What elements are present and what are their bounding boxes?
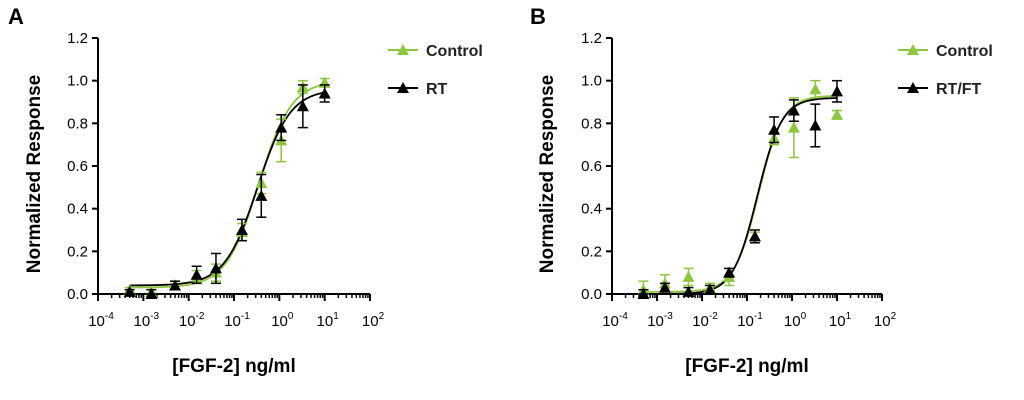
x-tick-label: 10-1 <box>224 311 250 330</box>
panel-letter-a: A <box>8 4 24 29</box>
data-point-series-1 <box>748 230 761 242</box>
x-tick-label: 10-4 <box>88 311 114 330</box>
y-tick-label: 1.2 <box>581 30 602 47</box>
data-point-series-1 <box>768 123 781 135</box>
x-tick-label: 10-3 <box>134 311 160 330</box>
legend-label: Control <box>426 43 483 60</box>
data-point-series-1 <box>169 279 182 291</box>
data-point-series-1 <box>255 189 268 201</box>
data-point-series-1 <box>723 266 736 278</box>
y-tick-label: 0.8 <box>67 115 88 132</box>
data-point-series-1 <box>658 281 671 293</box>
data-point-series-1 <box>145 288 158 299</box>
data-point-series-1 <box>703 283 716 295</box>
legend-label: RT/FT <box>936 81 982 98</box>
fit-curve-series-1 <box>643 97 838 295</box>
y-tick-label: 0.6 <box>67 158 88 175</box>
legend-marker <box>907 82 919 93</box>
y-tick-label: 1.2 <box>67 30 88 47</box>
legend-label: RT <box>426 81 448 98</box>
data-point-series-1 <box>235 224 248 235</box>
data-point-series-0 <box>831 108 843 120</box>
y-tick-label: 0.0 <box>67 286 88 303</box>
y-tick-label: 0.4 <box>67 201 88 218</box>
data-point-series-1 <box>123 285 136 297</box>
x-tick-label: 102 <box>874 311 897 330</box>
data-point-series-1 <box>318 87 331 99</box>
legend-label: Control <box>936 43 993 60</box>
x-tick-label: 102 <box>362 311 385 330</box>
x-tick-label: 10-3 <box>647 311 673 330</box>
y-tick-label: 0.4 <box>581 201 602 218</box>
y-tick-label: 1.0 <box>581 73 602 90</box>
chart-panel-b: B 0.0 0.2 0.4 0.6 0.8 1.0 1.2 10-4 10-3 10-2 10-1 1… <box>530 4 993 377</box>
fit-curve-series-1 <box>129 91 325 287</box>
y-axis-title: Normalized Response <box>24 75 45 274</box>
fit-curve-series-0 <box>129 83 325 289</box>
x-tick-label: 10-4 <box>602 311 628 330</box>
y-tick-label: 1.0 <box>67 73 88 90</box>
y-tick-label: 0.6 <box>581 158 602 175</box>
data-point-series-1 <box>296 100 309 112</box>
chart-panel-a: A 0.0 0.2 0.4 0.6 0.8 1.0 1.2 10-4 10-3 10-2 10-1 1… <box>8 4 483 377</box>
y-tick-label: 0.8 <box>581 115 602 132</box>
y-tick-label: 0.2 <box>67 243 88 260</box>
x-tick-label: 10-2 <box>692 311 718 330</box>
x-tick-label: 101 <box>317 311 340 330</box>
legend-marker <box>397 44 409 55</box>
legend-marker <box>397 82 409 93</box>
x-tick-label: 101 <box>829 311 852 330</box>
data-point-series-1 <box>831 85 843 97</box>
y-tick-label: 0.2 <box>581 243 602 260</box>
legend-marker <box>907 44 919 55</box>
data-point-series-1 <box>209 262 222 274</box>
data-point-series-1 <box>275 121 288 133</box>
x-tick-label: 10-1 <box>737 311 763 330</box>
data-point-series-0 <box>682 270 695 282</box>
y-tick-label: 0.0 <box>581 286 602 303</box>
x-axis-title: [FGF-2] ng/ml <box>172 356 295 377</box>
x-tick-label: 100 <box>271 311 294 330</box>
data-point-series-1 <box>637 288 650 299</box>
fit-curve-series-0 <box>643 95 838 293</box>
panel-letter-b: B <box>530 4 546 29</box>
x-tick-label: 10-2 <box>179 311 205 330</box>
y-axis-title: Normalized Response <box>537 75 558 274</box>
data-point-series-0 <box>787 121 800 133</box>
data-point-series-1 <box>190 268 203 280</box>
data-point-series-1 <box>682 285 695 297</box>
x-axis-title: [FGF-2] ng/ml <box>685 356 808 377</box>
data-point-series-1 <box>787 104 800 116</box>
x-tick-label: 100 <box>784 311 807 330</box>
data-point-series-0 <box>809 83 822 95</box>
data-point-series-1 <box>809 119 822 131</box>
